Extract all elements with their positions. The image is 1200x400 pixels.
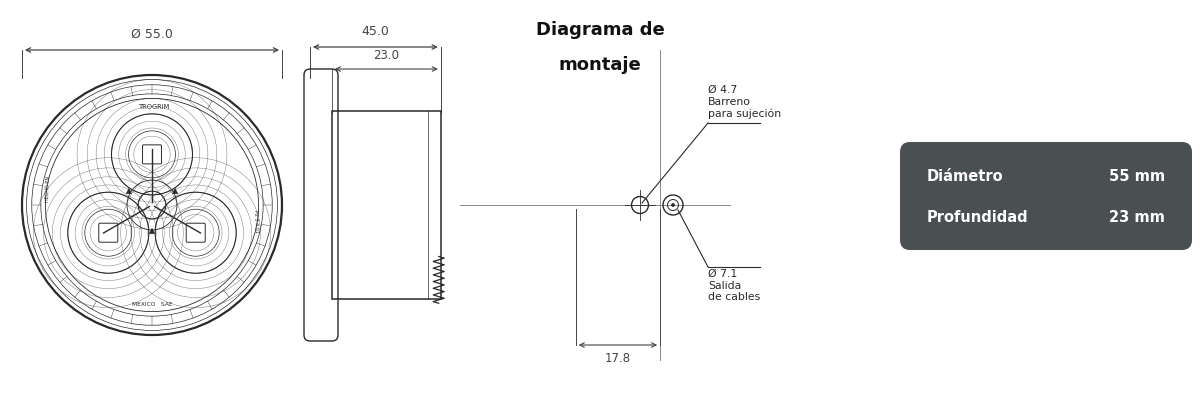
Text: TROGRIM: TROGRIM [139,104,170,110]
Text: 55 mm: 55 mm [1109,169,1165,184]
Text: 23.0: 23.0 [373,49,400,62]
Text: 45.0: 45.0 [361,25,389,38]
Bar [332,111,440,298]
Text: HECHO EN: HECHO EN [44,176,50,202]
Polygon shape [126,188,132,194]
Circle shape [672,204,674,206]
Text: P2 3 4 01: P2 3 4 01 [252,210,258,232]
Text: Ø 55.0: Ø 55.0 [131,28,173,41]
FancyBboxPatch shape [900,142,1192,250]
Text: Diámetro: Diámetro [928,169,1003,184]
Text: Ø 7.1
Salida
de cables: Ø 7.1 Salida de cables [708,269,761,302]
Text: 17.8: 17.8 [605,352,631,365]
Text: Profundidad: Profundidad [928,210,1028,226]
Text: MEXICO   SAE: MEXICO SAE [132,302,173,307]
Text: Diagrama de: Diagrama de [535,21,665,39]
Text: 23 mm: 23 mm [1109,210,1165,226]
Polygon shape [173,188,178,194]
Text: Ø 4.7
Barreno
para sujeción: Ø 4.7 Barreno para sujeción [708,85,781,119]
Text: montaje: montaje [559,56,641,74]
Polygon shape [149,228,155,234]
